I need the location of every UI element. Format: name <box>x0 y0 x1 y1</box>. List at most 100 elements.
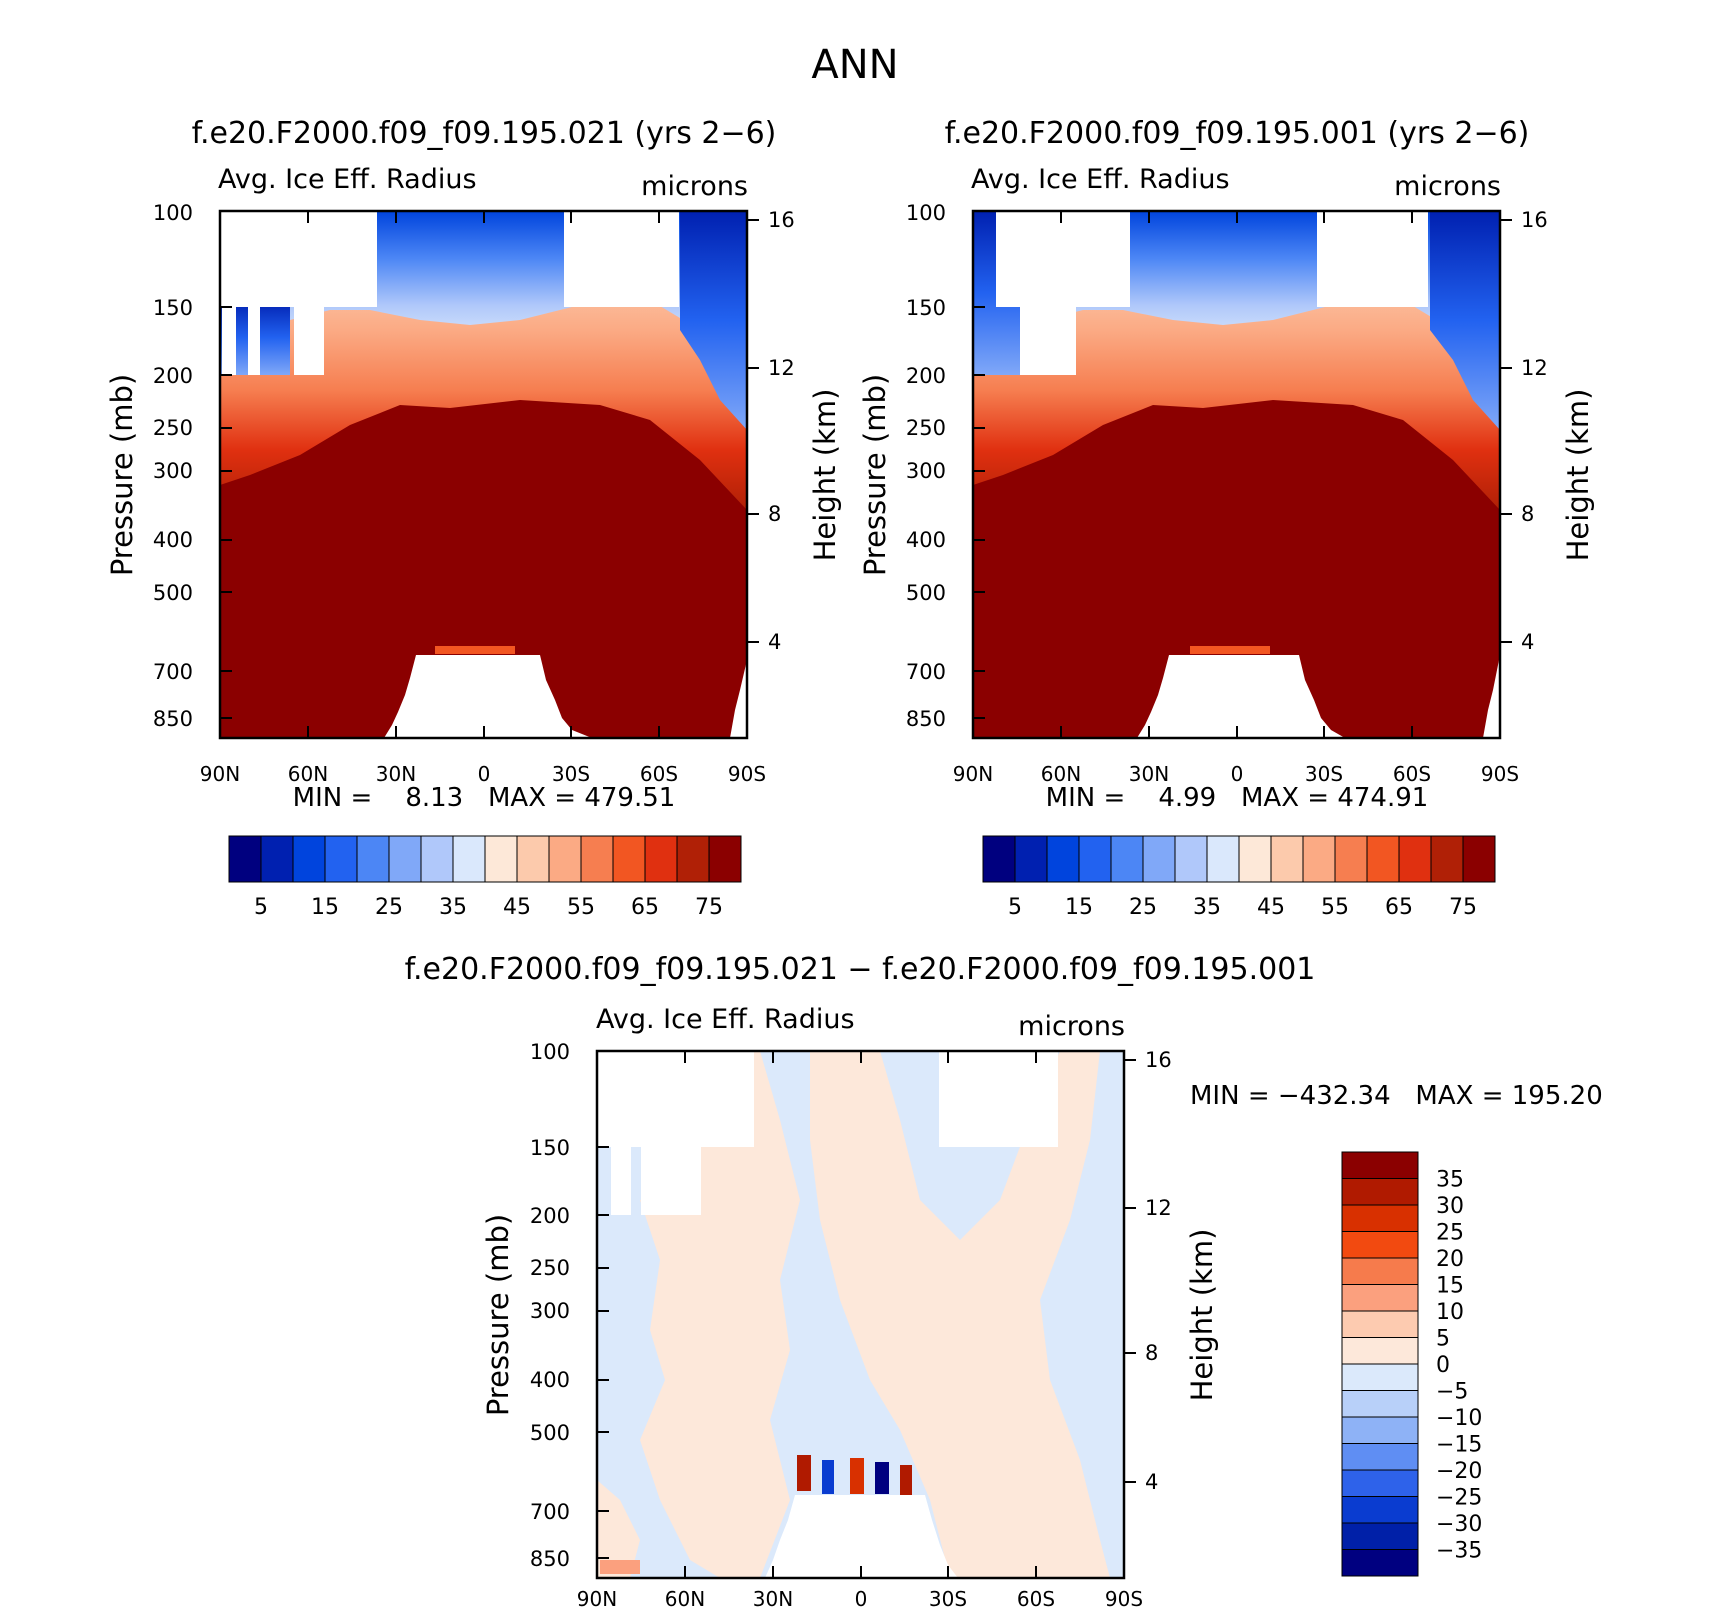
panel-1-ytick-300: 300 <box>153 459 193 483</box>
panel-3-xtick-marks <box>596 1051 1125 1578</box>
panel-2-y2label: Height (km) <box>1561 389 1595 562</box>
panel-3-colorbar-label: 5 <box>1436 1327 1450 1352</box>
panel-1-colorbar-swatch <box>580 835 614 883</box>
panel-1-x-axis-ticks: 90N 60N 30N 0 30S 60S 90S <box>200 211 766 786</box>
panel-3-ytick-700: 700 <box>530 1500 570 1524</box>
panel-3-anomaly-red-3 <box>900 1465 912 1495</box>
panel-1-y2tick-4: 4 <box>768 630 781 654</box>
panel-1-colorbar-label: 5 <box>254 895 268 920</box>
panel-1-colorbar-swatch <box>260 835 294 883</box>
panel-1-colorbar: 5 15 25 35 45 55 65 75 <box>228 835 742 920</box>
panel-1-colorbar-swatch <box>676 835 710 883</box>
panel-3-colorbar-swatch <box>1341 1416 1419 1444</box>
panel-1-colorbar-label: 35 <box>439 895 467 920</box>
panel-1-ytick-700: 700 <box>153 660 193 684</box>
panel-2-xtick-30N: 30N <box>1129 762 1169 786</box>
panel-1-colorbar-swatch <box>484 835 518 883</box>
panel-2-xtick-60S: 60S <box>1393 762 1431 786</box>
panel-1-xtick-0: 0 <box>478 762 491 786</box>
panel-3-colorbar-label: 35 <box>1436 1168 1464 1193</box>
panel-1-y2label: Height (km) <box>808 389 842 562</box>
panel-1-title: f.e20.F2000.f09_f09.195.021 (yrs 2−6) <box>192 116 777 151</box>
panel-1-xtick-90N: 90N <box>200 762 240 786</box>
panel-1-xtick-30N: 30N <box>376 762 416 786</box>
panel-2-missing-south <box>1317 211 1428 307</box>
panel-3-ytick-300: 300 <box>530 1299 570 1323</box>
panel-2-colorbar: 5 15 25 35 45 55 65 75 <box>982 835 1496 920</box>
panel-3-topography <box>765 1495 958 1578</box>
panel-1-xtick-90S: 90S <box>728 762 766 786</box>
panel-1-ytick-850: 850 <box>153 707 193 731</box>
panel-1-missing-north-gap-a <box>222 307 236 375</box>
panel-1-colorbar-label: 45 <box>503 895 531 920</box>
panel-3-colorbar-label: 15 <box>1436 1274 1464 1299</box>
panel-3-y2tick-4: 4 <box>1145 1470 1158 1494</box>
panel-2-topography <box>1137 655 1345 738</box>
panel-2-ytick-200: 200 <box>906 364 946 388</box>
panel-3-x-axis-ticks: 90N 60N 30N 0 30S 60S 90S <box>577 1051 1143 1610</box>
panel-2-colorbar-swatch <box>1110 835 1144 883</box>
panel-3-xtick-0: 0 <box>855 1587 868 1610</box>
panel-1-colorbar-swatch <box>708 835 742 883</box>
panel-1-ytick-marks <box>220 210 232 719</box>
panel-1-ytick-200: 200 <box>153 364 193 388</box>
panel-2-colorbar-swatch <box>1206 835 1240 883</box>
panel-1-xtick-60S: 60S <box>640 762 678 786</box>
panel-1-right-pole-topo <box>730 660 747 738</box>
panel-1-missing-south <box>564 211 679 307</box>
panel-2-colorbar-swatch <box>1366 835 1400 883</box>
panel-1-south-pole-blue <box>680 211 747 430</box>
panel-3-colorbar-swatch <box>1341 1496 1419 1524</box>
panel-2-ytick-500: 500 <box>906 581 946 605</box>
panel-1-colorbar-label: 55 <box>567 895 595 920</box>
panel-3-xtick-60S: 60S <box>1017 1587 1055 1610</box>
panel-1-colorbar-swatch <box>420 835 454 883</box>
panel-3-variable: Avg. Ice Eff. Radius <box>596 1004 855 1035</box>
panel-2-xtick-30S: 30S <box>1305 762 1343 786</box>
panel-1-colorbar-swatch <box>644 835 678 883</box>
panel-1-ylabel: Pressure (mb) <box>105 374 139 576</box>
panel-2-ytick-150: 150 <box>906 296 946 320</box>
panel-3-colorbar-swatch <box>1341 1443 1419 1471</box>
panel-3-ytick-500: 500 <box>530 1421 570 1445</box>
panel-3-positive-region-c <box>597 1480 640 1578</box>
panel-2-ylabel: Pressure (mb) <box>858 374 892 576</box>
panel-3-ytick-250: 250 <box>530 1256 570 1280</box>
panel-2-missing-north <box>996 211 1130 307</box>
panel-3-colorbar-label: −30 <box>1436 1512 1482 1537</box>
panel-1-xtick-60N: 60N <box>288 762 328 786</box>
panel-3-y-axis-ticks: 100 150 200 250 300 400 500 700 850 <box>530 1040 609 1571</box>
panel-2-ytick-850: 850 <box>906 707 946 731</box>
panel-1-colorbar-label: 65 <box>631 895 659 920</box>
panel-1-colorbar-swatch <box>228 835 262 883</box>
panel-3-colorbar-swatch <box>1341 1151 1419 1179</box>
panel-3-units: microns <box>1018 1011 1125 1042</box>
panel-3-colorbar-swatch <box>1341 1337 1419 1365</box>
panel-3-missing-south <box>939 1051 1058 1147</box>
panel-2-colorbar-swatch <box>1142 835 1176 883</box>
panel-3-positive-region-b <box>810 1051 1110 1578</box>
panel-3-colorbar-swatch <box>1341 1469 1419 1497</box>
panel-3: f.e20.F2000.f09_f09.195.021 − f.e20.F200… <box>405 952 1603 1610</box>
panel-2-colorbar-swatch <box>1334 835 1368 883</box>
panel-2-colorbar-swatch <box>1046 835 1080 883</box>
panel-2-colorbar-label: 45 <box>1257 895 1285 920</box>
panel-2-ytick-700: 700 <box>906 660 946 684</box>
panel-3-colorbar-swatch <box>1341 1522 1419 1550</box>
panel-3-colorbar-swatch <box>1341 1310 1419 1338</box>
panel-3-colorbar-swatch <box>1341 1549 1419 1577</box>
panel-2-colorbar-swatch <box>1078 835 1112 883</box>
panel-2-colorbar-label: 5 <box>1008 895 1022 920</box>
panel-2-y2tick-16: 16 <box>1521 208 1548 232</box>
panel-3-xtick-30S: 30S <box>929 1587 967 1610</box>
panel-3-y2-axis-ticks: 16 12 8 4 <box>1124 1048 1172 1494</box>
panel-3-colorbar-label: −25 <box>1436 1486 1482 1511</box>
panel-3-colorbar-label: 10 <box>1436 1300 1464 1325</box>
panel-2-colorbar-label: 15 <box>1065 895 1093 920</box>
panel-3-title: f.e20.F2000.f09_f09.195.021 − f.e20.F200… <box>405 952 1316 987</box>
panel-3-missing-north <box>597 1051 754 1147</box>
panel-3-missing-north-gap-b <box>641 1147 701 1215</box>
panel-2-ytick-400: 400 <box>906 528 946 552</box>
panel-3-ylabel: Pressure (mb) <box>481 1214 515 1416</box>
